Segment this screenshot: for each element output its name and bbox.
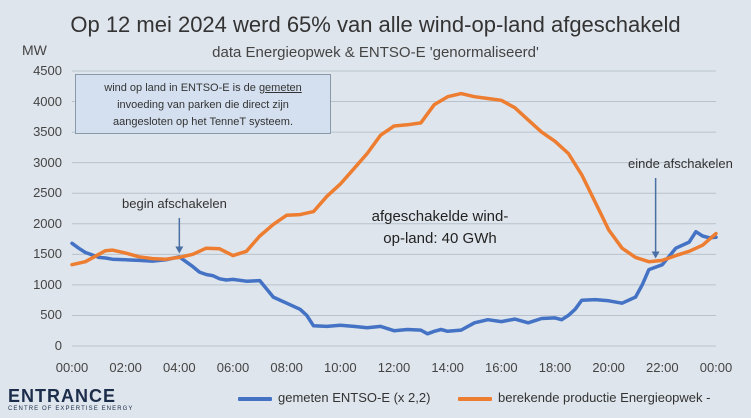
chart-subtitle: data Energieopwek & ENTSO-E 'genormalise…: [212, 44, 539, 61]
legend-label-entsoe: gemeten ENTSO-E (x 2,2): [278, 390, 431, 405]
x-tick-8: 16:00: [485, 360, 518, 375]
note-underlined-word: gemeten: [258, 82, 302, 94]
y-tick-0: 0: [54, 338, 62, 353]
y-tick-4000: 4000: [33, 93, 62, 109]
note-line-1-text: wind op land in ENTSO-E is de: [104, 82, 259, 94]
end-annotation: einde afschakelen: [628, 156, 733, 171]
center-annotation-line-2: op-land: 40 GWh: [383, 230, 497, 247]
legend-item-entsoe: gemeten ENTSO-E (x 2,2): [238, 390, 430, 405]
note-line-1: wind op land in ENTSO-E is de gemeten: [76, 80, 330, 97]
y-tick-1500: 1500: [33, 246, 62, 262]
x-tick-3: 06:00: [216, 360, 250, 375]
y-tick-1000: 1000: [33, 276, 62, 292]
y-tick-2000: 2000: [33, 215, 62, 231]
legend-item-energieopwek: berekende productie Energieopwek -: [458, 390, 710, 405]
x-tick-0: 00:00: [55, 360, 89, 375]
x-tick-1: 02:00: [109, 360, 142, 375]
x-tick-10: 20:00: [592, 360, 625, 375]
y-tick-2500: 2500: [33, 185, 62, 201]
note-line-2: invoeding van parken die direct zijn: [117, 99, 289, 111]
y-tick-4500: 4500: [33, 63, 62, 78]
x-tick-5: 10:00: [324, 360, 357, 375]
x-tick-7: 14:00: [431, 360, 464, 375]
end-arrow-head: [651, 251, 660, 259]
y-tick-500: 500: [40, 307, 62, 323]
center-annotation-line-1: afgeschakelde wind-: [371, 208, 509, 225]
x-tick-9: 18:00: [538, 360, 572, 375]
x-tick-12: 00:00: [699, 360, 733, 375]
note-line-3: aangesloten op het TenneT systeem.: [113, 116, 293, 128]
logo-name: ENTRANCE: [8, 386, 117, 406]
logo-tagline: CENTRE OF EXPERTISE ENERGY: [8, 406, 134, 412]
x-tick-4: 08:00: [270, 360, 303, 375]
x-tick-11: 22:00: [646, 360, 679, 375]
info-note-box: wind op land in ENTSO-E is de gemeten in…: [75, 74, 331, 134]
legend-label-energieopwek: berekende productie Energieopwek -: [498, 390, 711, 405]
series-line-1: [70, 91, 718, 267]
legend-swatch-energieopwek: [458, 396, 492, 401]
y-tick-3000: 3000: [33, 154, 62, 170]
x-tick-2: 04:00: [163, 360, 196, 375]
begin-arrow-head: [175, 246, 184, 254]
entrance-logo: ENTRANCE CENTRE OF EXPERTISE ENERGY: [8, 386, 134, 412]
begin-annotation: begin afschakelen: [122, 196, 227, 211]
center-annotation: afgeschakelde wind- op-land: 40 GWh: [360, 206, 520, 250]
y-tick-3500: 3500: [33, 124, 62, 140]
legend-swatch-entsoe: [238, 396, 272, 401]
y-axis-label: MW: [22, 42, 47, 58]
x-tick-6: 12:00: [377, 360, 411, 375]
chart-title: Op 12 mei 2024 werd 65% van alle wind-op…: [70, 12, 681, 37]
